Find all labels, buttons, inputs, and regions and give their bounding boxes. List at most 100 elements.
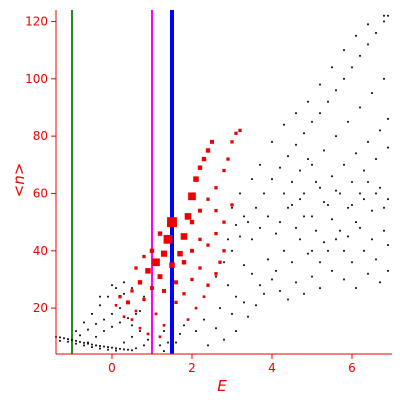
data-points [55,14,389,353]
x-axis-title: E [217,377,227,395]
data-point [303,132,305,135]
data-point [327,204,329,206]
data-point [291,261,293,264]
data-point [379,129,381,132]
data-point [115,349,117,352]
data-point [87,328,89,331]
data-point [319,287,321,289]
data-point [230,203,234,207]
data-point [123,348,125,351]
data-point [371,209,373,212]
data-point [118,295,122,299]
data-point [111,325,113,328]
data-point [359,226,361,229]
series-0 [55,14,389,353]
data-point [177,250,183,257]
data-point [201,156,207,162]
data-point [363,169,365,172]
data-point [139,330,141,332]
data-point [323,201,325,203]
data-point [79,341,81,343]
data-point [157,231,163,236]
data-point [222,249,226,253]
data-point [119,307,121,310]
y-axis-title: <n> [10,163,28,198]
data-point [295,112,297,115]
data-point [275,232,277,235]
data-point [323,149,325,152]
data-point [339,192,341,195]
data-point [167,341,169,344]
reference-lines [71,10,174,354]
data-point [227,238,229,241]
data-point [343,77,345,80]
data-point [159,344,161,347]
data-point [299,169,301,172]
data-point [387,269,389,272]
data-point [279,166,281,169]
data-point [279,290,281,292]
data-point [215,275,217,278]
data-point [219,307,221,310]
data-point [230,140,234,144]
data-point [367,140,369,143]
data-point [99,345,101,347]
data-point [215,327,217,330]
data-point [186,318,190,321]
data-point [59,339,61,342]
data-point [119,321,121,324]
data-point [87,342,89,345]
data-point [163,330,165,332]
data-point [347,206,349,209]
data-point [371,92,373,95]
data-point [197,165,203,170]
data-point [162,288,166,293]
data-point [287,206,289,209]
data-point [183,324,185,327]
data-point [206,197,210,201]
x-tick-label: 4 [268,361,276,375]
data-point [131,287,133,289]
data-point [387,198,389,201]
data-point [259,226,261,229]
x-tick-label: 2 [188,361,196,375]
data-point [311,275,313,278]
data-point [343,49,345,52]
data-point [319,112,321,115]
data-point [339,229,341,232]
data-point [145,268,151,274]
data-point [255,206,257,209]
data-point [123,281,125,284]
data-point [131,349,133,352]
data-point [251,178,253,181]
data-point [319,186,321,189]
data-point [147,338,149,341]
data-point [158,335,162,339]
data-point [195,330,197,332]
data-point [107,348,109,351]
data-point [275,269,277,272]
data-point [127,317,129,320]
data-point [291,181,293,183]
data-point [181,260,187,265]
data-point [327,249,329,252]
data-point [319,261,321,264]
data-point [355,287,357,289]
data-point [223,261,225,264]
data-point [387,118,389,120]
data-point [375,32,377,34]
data-point [91,343,93,346]
data-point [247,315,249,318]
data-point [198,208,202,213]
data-point [130,289,134,293]
data-point [251,238,253,241]
data-point [103,345,105,348]
data-point [182,292,186,296]
data-point [119,347,121,350]
data-point [239,235,241,238]
data-point [283,192,285,195]
data-point [91,312,93,315]
data-point [311,249,313,252]
y-tick-label: 60 [33,186,48,200]
